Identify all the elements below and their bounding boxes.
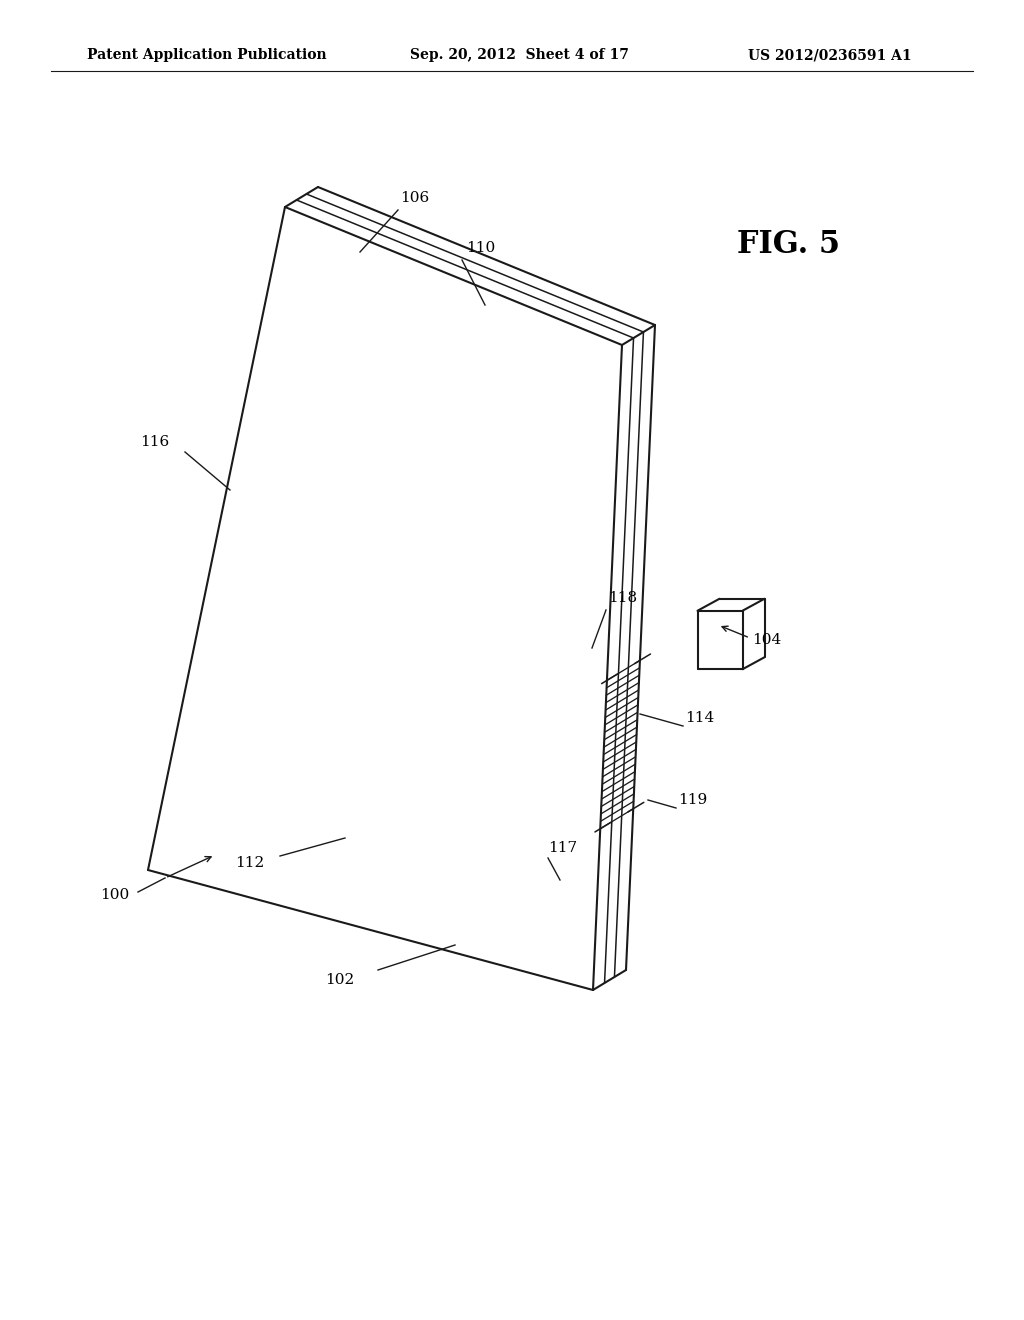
Text: 117: 117 [548, 841, 578, 855]
Text: US 2012/0236591 A1: US 2012/0236591 A1 [748, 49, 911, 62]
Text: 112: 112 [236, 855, 264, 870]
Text: 110: 110 [466, 242, 496, 255]
Text: 118: 118 [608, 591, 637, 605]
Text: 104: 104 [752, 634, 781, 647]
Text: 116: 116 [140, 436, 170, 449]
Text: Sep. 20, 2012  Sheet 4 of 17: Sep. 20, 2012 Sheet 4 of 17 [410, 49, 629, 62]
Text: 102: 102 [326, 973, 354, 987]
Text: FIG. 5: FIG. 5 [737, 228, 841, 260]
Text: 119: 119 [678, 793, 708, 807]
Text: Patent Application Publication: Patent Application Publication [87, 49, 327, 62]
Text: 106: 106 [400, 191, 429, 205]
Text: 114: 114 [685, 711, 715, 725]
Text: 100: 100 [100, 888, 130, 902]
